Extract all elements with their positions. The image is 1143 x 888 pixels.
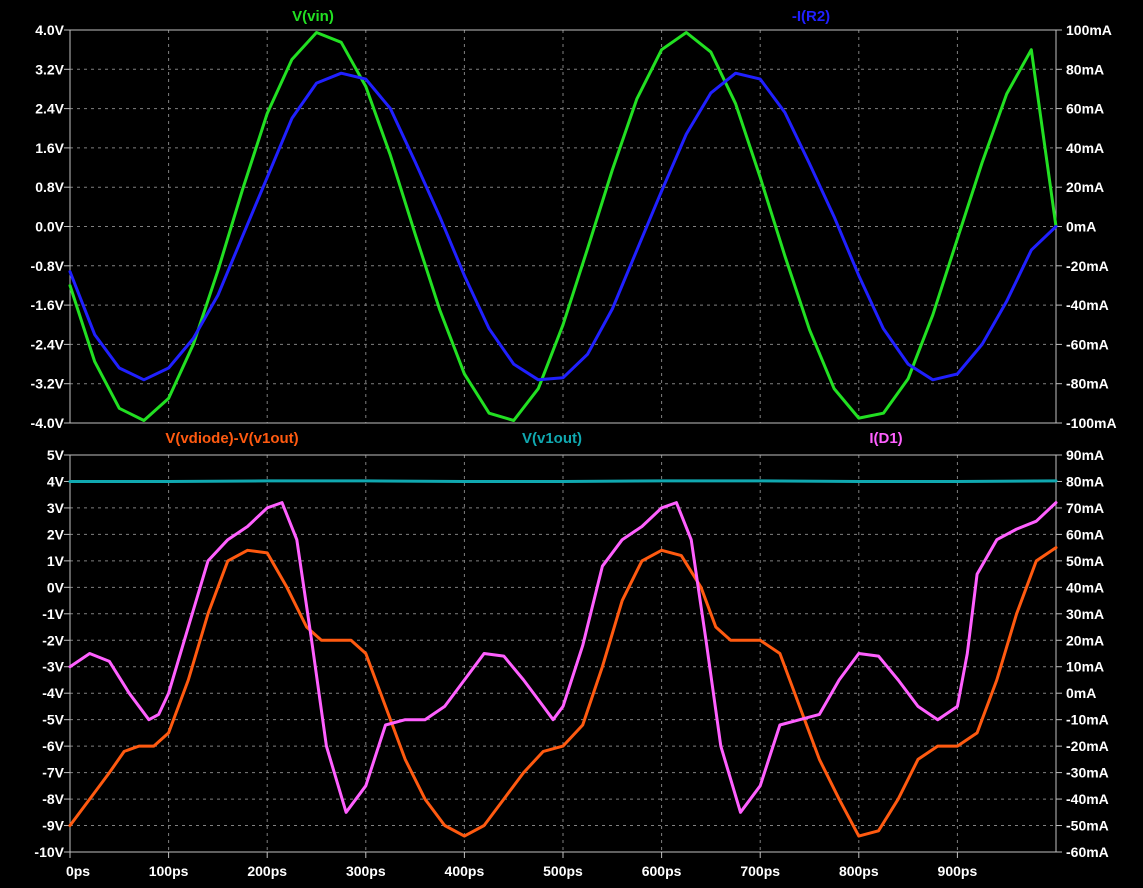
x-tick-label: 500ps <box>543 863 583 879</box>
right-tick-label: -30mA <box>1066 765 1109 781</box>
right-tick-label: 90mA <box>1066 447 1104 463</box>
left-tick-label: -3.2V <box>31 376 65 392</box>
left-tick-label: -0.8V <box>31 258 65 274</box>
right-tick-label: 60mA <box>1066 526 1104 542</box>
trace-i-r2[interactable] <box>68 71 1058 382</box>
left-tick-label: -4.0V <box>31 415 65 431</box>
left-tick-label: 1.6V <box>35 140 64 156</box>
top-pane[interactable]: 4.0V 3.2V 2.4V 1.6V 0.8V 0.0V -0.8V -1.6V -2.4V -… <box>31 22 1117 431</box>
x-tick-label: 900ps <box>938 863 978 879</box>
right-tick-label: -50mA <box>1066 818 1109 834</box>
right-tick-label: 0mA <box>1066 219 1096 235</box>
left-tick-label: -2.4V <box>31 336 65 352</box>
left-tick-label: -1V <box>42 606 64 622</box>
left-tick-label: -1.6V <box>31 297 65 313</box>
left-tick-label: -8V <box>42 791 64 807</box>
right-tick-label: 0mA <box>1066 685 1096 701</box>
left-tick-label: 2V <box>47 526 65 542</box>
left-tick-label: 2.4V <box>35 101 64 117</box>
right-tick-label: 60mA <box>1066 101 1104 117</box>
left-tick-label: -10V <box>34 844 64 860</box>
right-tick-label: -40mA <box>1066 791 1109 807</box>
x-tick-label: 0ps <box>66 863 90 879</box>
right-tick-label: 40mA <box>1066 579 1104 595</box>
trace-label-vin[interactable]: V(vin) <box>292 8 334 25</box>
left-tick-label: -4V <box>42 685 64 701</box>
trace-v-v1out[interactable] <box>68 479 1058 483</box>
trace-i-d1[interactable] <box>68 501 1058 814</box>
left-tick-label: -9V <box>42 818 64 834</box>
right-tick-label: 20mA <box>1066 632 1104 648</box>
trace-label-id1[interactable]: I(D1) <box>869 430 902 447</box>
trace-label-v1out[interactable]: V(v1out) <box>522 430 582 447</box>
right-tick-label: 50mA <box>1066 553 1104 569</box>
x-tick-label: 800ps <box>839 863 879 879</box>
left-tick-label: 0V <box>47 579 65 595</box>
right-tick-label: -80mA <box>1066 376 1109 392</box>
right-tick-label: -40mA <box>1066 297 1109 313</box>
right-tick-label: 10mA <box>1066 659 1104 675</box>
right-tick-label: 70mA <box>1066 500 1104 516</box>
left-tick-label: -7V <box>42 765 64 781</box>
x-tick-label: 200ps <box>247 863 287 879</box>
right-tick-label: -100mA <box>1066 415 1117 431</box>
left-tick-label: -6V <box>42 738 64 754</box>
x-axis: 0ps 100ps 200ps 300ps 400ps 500ps 600ps 700ps 80… <box>66 852 978 879</box>
right-tick-label: 20mA <box>1066 179 1104 195</box>
bottom-pane[interactable]: 5V 4V 3V 2V 1V 0V -1V -2V -3V -4V -5V -6V -7V -8V -9V -… <box>34 447 1108 860</box>
x-tick-label: 100ps <box>149 863 189 879</box>
left-tick-label: -3V <box>42 659 64 675</box>
x-tick-label: 600ps <box>642 863 682 879</box>
x-tick-label: 700ps <box>740 863 780 879</box>
right-tick-label: -20mA <box>1066 258 1109 274</box>
left-tick-label: 5V <box>47 447 65 463</box>
trace-label-vdiode[interactable]: V(vdiode)-V(v1out) <box>165 430 298 447</box>
x-tick-label: 300ps <box>346 863 386 879</box>
trace-v-vin[interactable] <box>68 31 1058 422</box>
left-tick-label: 3V <box>47 500 65 516</box>
right-tick-label: -60mA <box>1066 844 1109 860</box>
left-tick-label: -2V <box>42 632 64 648</box>
right-tick-label: 80mA <box>1066 61 1104 77</box>
left-tick-label: -5V <box>42 712 64 728</box>
right-tick-label: -60mA <box>1066 336 1109 352</box>
left-tick-label: 3.2V <box>35 61 64 77</box>
right-tick-label: 80mA <box>1066 473 1104 489</box>
x-tick-label: 400ps <box>445 863 485 879</box>
left-tick-label: 4.0V <box>35 22 64 38</box>
left-tick-label: 0.8V <box>35 179 64 195</box>
trace-v-vdiode-v-v1out[interactable] <box>68 546 1058 838</box>
right-tick-label: 30mA <box>1066 606 1104 622</box>
left-tick-label: 0.0V <box>35 219 64 235</box>
left-tick-label: 4V <box>47 473 65 489</box>
right-tick-label: -10mA <box>1066 712 1109 728</box>
right-tick-label: 100mA <box>1066 22 1112 38</box>
right-tick-label: 40mA <box>1066 140 1104 156</box>
trace-label-ir2[interactable]: -I(R2) <box>792 8 830 25</box>
right-tick-label: -20mA <box>1066 738 1109 754</box>
left-tick-label: 1V <box>47 553 65 569</box>
